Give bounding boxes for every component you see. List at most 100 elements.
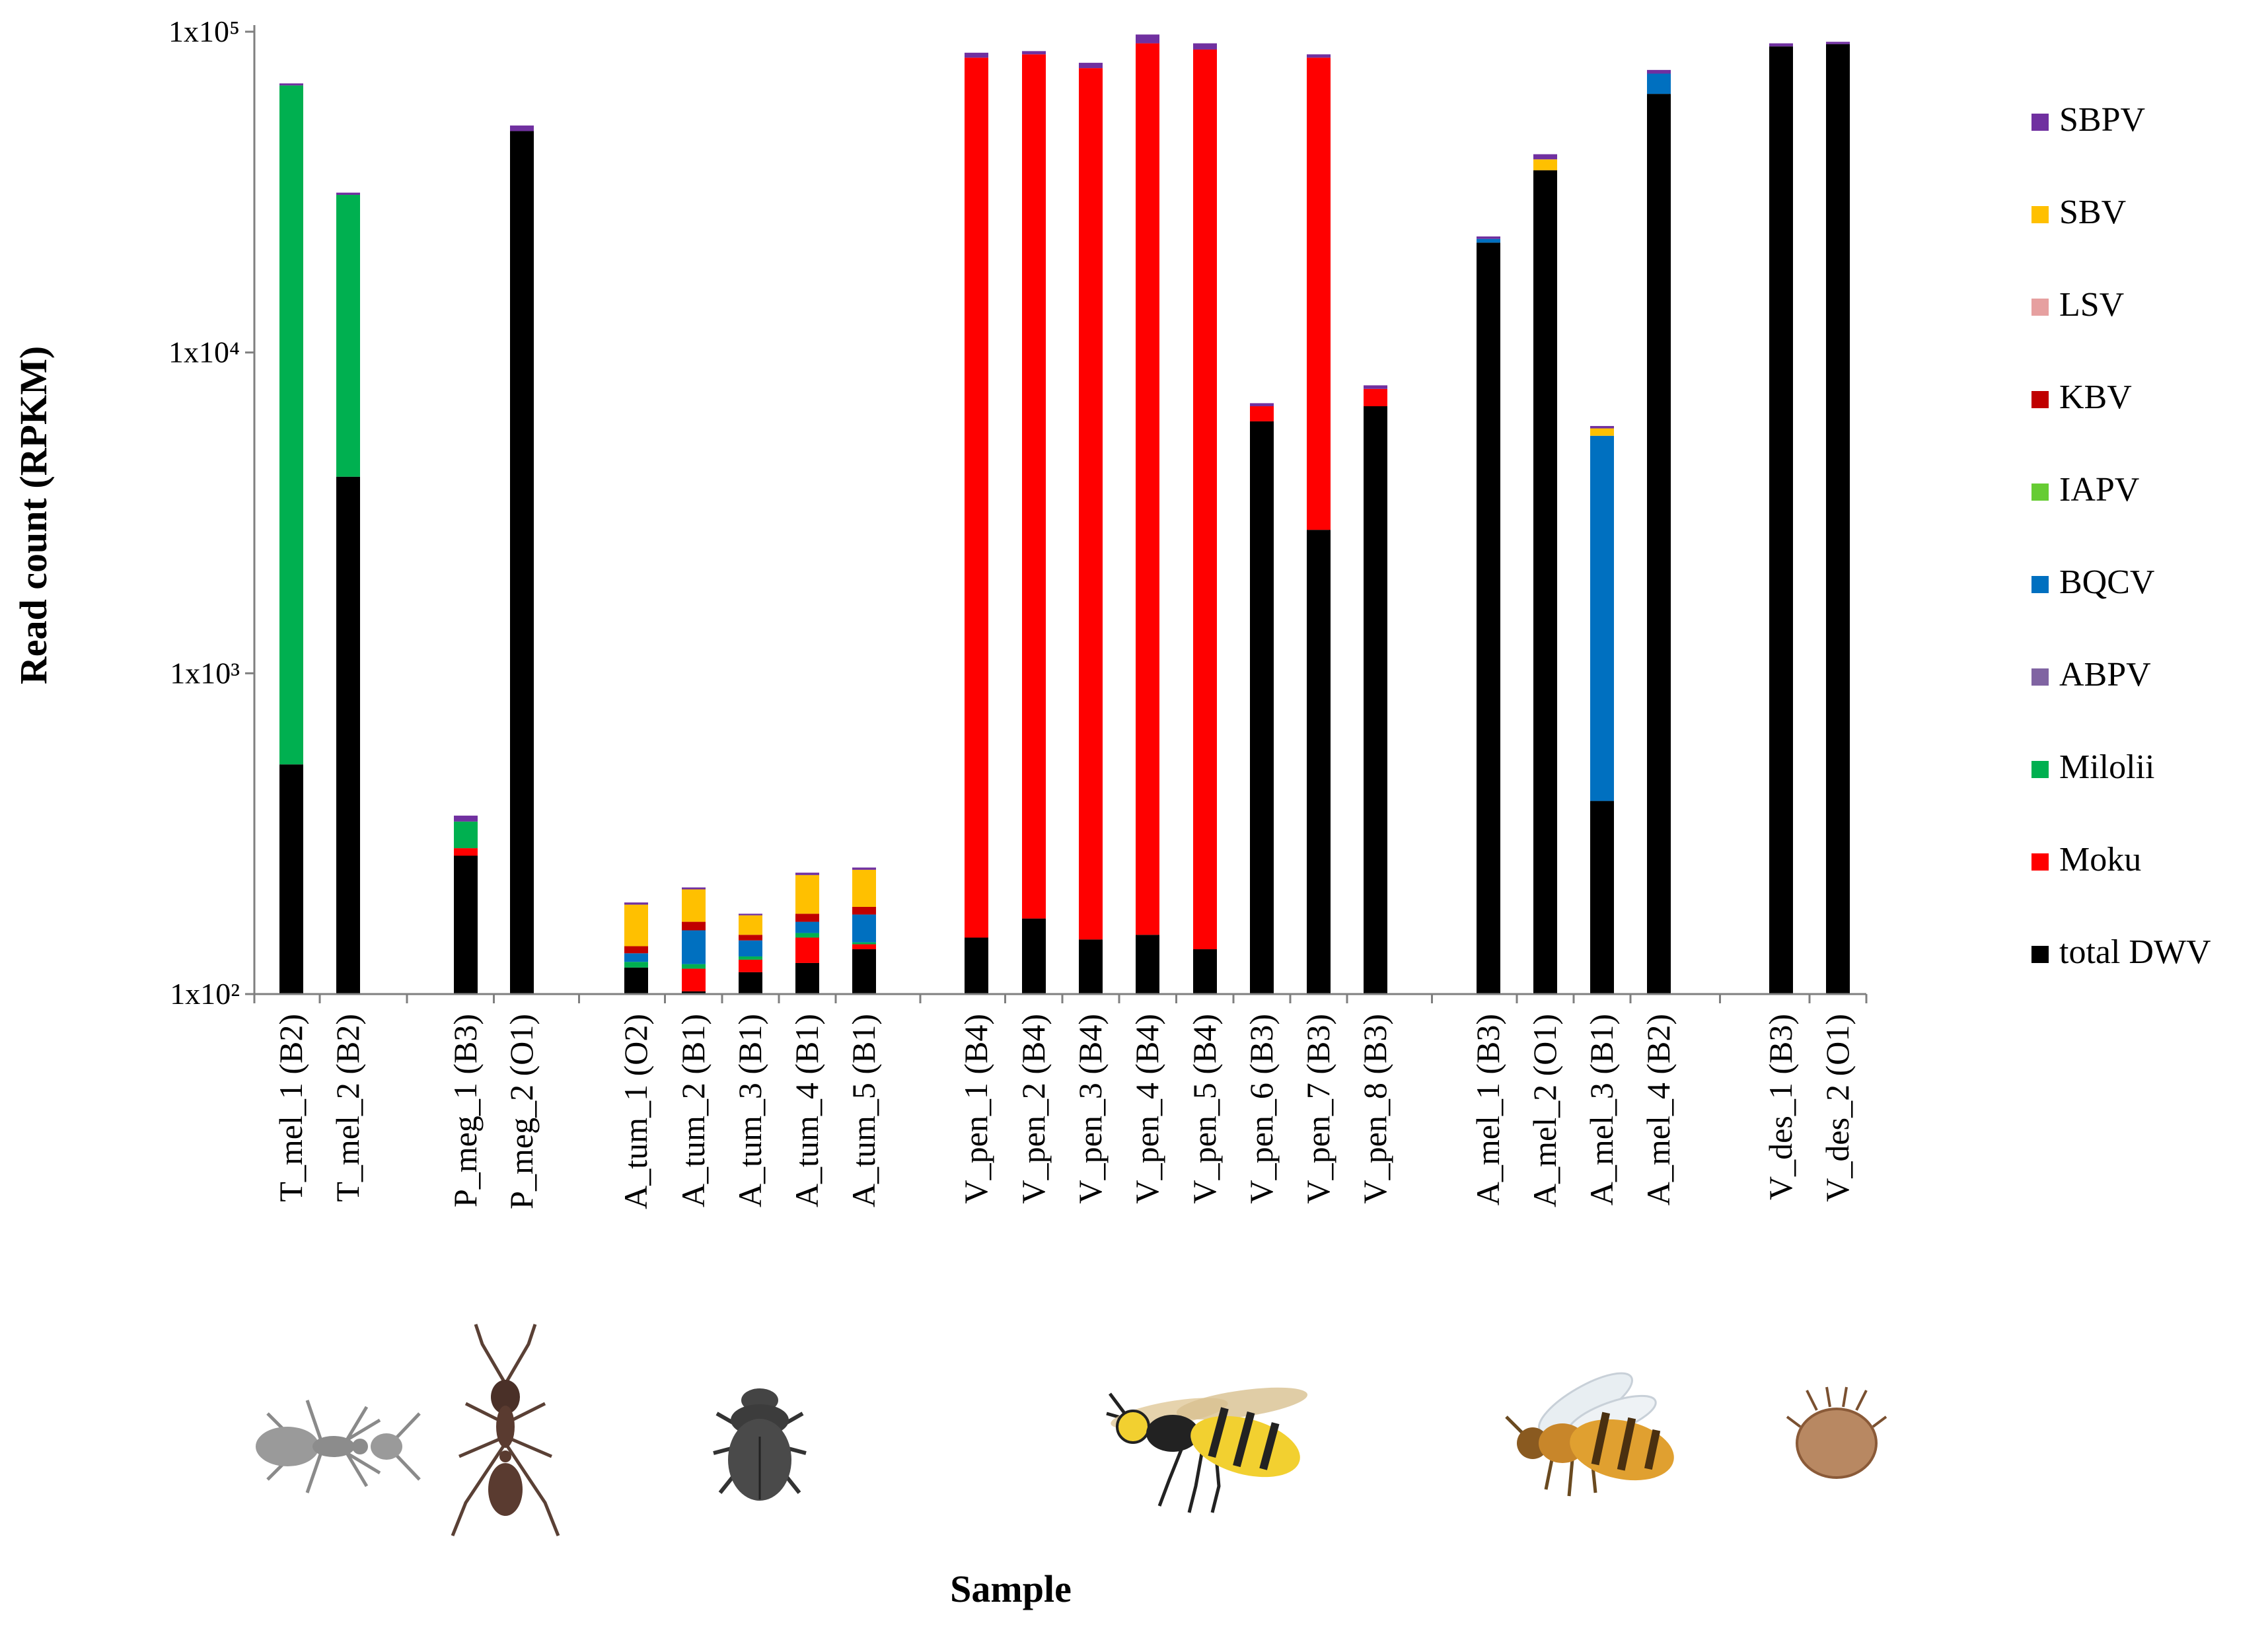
bar-v-pen-6-b3-sbpv xyxy=(1250,403,1274,407)
bar-v-pen-7-b3-total-dwv xyxy=(1307,530,1331,994)
bar-t-mel-1-b2-total-dwv xyxy=(279,764,303,994)
legend-swatch-iapv xyxy=(2031,483,2049,501)
x-tick-label: V_pen_8 (B3) xyxy=(1356,1014,1393,1203)
bar-a-mel-4-b2-bqcv xyxy=(1647,73,1671,94)
x-tick-label: V_pen_6 (B3) xyxy=(1243,1014,1280,1203)
bar-a-tum-3-b1-sbv xyxy=(739,915,762,935)
x-tick-label: V_pen_3 (B4) xyxy=(1072,1014,1109,1203)
bar-p-meg-1-b3-sbpv xyxy=(454,815,478,822)
bar-a-tum-1-o2-bqcv xyxy=(624,953,648,962)
bar-a-tum-4-b1-moku xyxy=(795,937,819,963)
mite-icon xyxy=(1786,1386,1887,1479)
x-tick-label: A_tum_3 (B1) xyxy=(731,1014,768,1207)
bar-a-tum-1-o2-milolii xyxy=(624,962,648,968)
legend-swatch-kbv xyxy=(2031,391,2049,408)
x-tick-label: A_tum_4 (B1) xyxy=(788,1014,825,1207)
bar-v-pen-4-b4-moku xyxy=(1136,43,1159,935)
bar-a-mel-1-b3-bqcv xyxy=(1477,238,1500,243)
bar-a-tum-3-b1-milolii xyxy=(739,956,762,960)
legend-label-abpv: ABPV xyxy=(2059,656,2151,694)
bar-a-mel-2-o1-sbv xyxy=(1533,159,1557,170)
bar-v-pen-1-b4-sbpv xyxy=(965,52,988,58)
bar-t-mel-2-b2-milolii xyxy=(336,195,360,477)
bar-t-mel-1-b2-sbpv xyxy=(279,83,303,86)
x-tick-label: P_meg_2 (O1) xyxy=(503,1014,540,1209)
legend-swatch-sbpv xyxy=(2031,114,2049,131)
bar-a-tum-3-b1-sbpv xyxy=(739,913,762,915)
bar-v-pen-4-b4-sbpv xyxy=(1136,34,1159,44)
bar-v-pen-3-b4-sbpv xyxy=(1079,63,1103,69)
legend-label-total-dwv: total DWV xyxy=(2059,933,2211,971)
bar-a-tum-3-b1-total-dwv xyxy=(739,972,762,994)
x-tick-labels: T_mel_1 (B2) T_mel_2 (B2) P_meg_1 (B3) P_me… xyxy=(253,994,1868,1209)
bar-v-pen-8-b3-moku xyxy=(1364,388,1387,407)
bar-v-pen-5-b4-moku xyxy=(1193,49,1217,950)
bar-v-pen-2-b4-moku xyxy=(1022,54,1046,919)
bar-v-pen-6-b3-moku xyxy=(1250,406,1274,421)
x-tick-label: A_tum_5 (B1) xyxy=(845,1014,882,1207)
bar-p-meg-1-b3-moku xyxy=(454,848,478,856)
legend-swatch-bqcv xyxy=(2031,576,2049,593)
bar-v-pen-8-b3-sbpv xyxy=(1364,385,1387,389)
bar-a-tum-2-b1-sbpv xyxy=(682,887,706,890)
bar-v-pen-4-b4-total-dwv xyxy=(1136,935,1159,994)
bar-a-tum-5-b1-moku xyxy=(852,944,876,950)
bar-a-mel-3-b1-total-dwv xyxy=(1590,801,1614,994)
bar-v-pen-6-b3-total-dwv xyxy=(1250,421,1274,994)
bar-v-pen-3-b4-total-dwv xyxy=(1079,939,1103,994)
legend-swatch-total-dwv xyxy=(2031,946,2049,963)
bar-a-mel-4-b2-total-dwv xyxy=(1647,94,1671,994)
bar-v-des-1-b3-sbpv xyxy=(1769,43,1793,47)
legend-label-lsv: LSV xyxy=(2059,286,2124,324)
bar-a-tum-1-o2-kbv xyxy=(624,946,648,954)
bar-a-mel-1-b3-sbpv xyxy=(1477,236,1500,239)
x-tick-label: A_mel_2 (O1) xyxy=(1526,1014,1563,1207)
bar-a-tum-3-b1-bqcv xyxy=(739,940,762,957)
x-tick-label: A_tum_2 (B1) xyxy=(675,1014,712,1207)
bar-a-mel-4-b2-sbpv xyxy=(1647,69,1671,74)
x-tick-label: V_des_2 (O1) xyxy=(1819,1014,1856,1202)
y-tick-label: 1x10³ xyxy=(170,656,240,690)
bar-a-tum-4-b1-sbpv xyxy=(795,873,819,875)
bar-v-des-2-o1-sbpv xyxy=(1826,42,1850,44)
y-tick-label: 1x10² xyxy=(170,977,240,1011)
legend-label-milolii: Milolii xyxy=(2059,748,2154,786)
legend-swatch-milolii xyxy=(2031,761,2049,778)
legend-swatch-lsv xyxy=(2031,299,2049,316)
bar-v-pen-8-b3-total-dwv xyxy=(1364,406,1387,994)
legend-swatch-moku xyxy=(2031,853,2049,871)
y-tick-label: 1x10⁵ xyxy=(168,15,240,48)
bar-v-des-1-b3-total-dwv xyxy=(1769,46,1793,994)
x-tick-label: A_mel_4 (B2) xyxy=(1640,1014,1677,1205)
bar-p-meg-2-o1-total-dwv xyxy=(510,131,534,995)
bar-a-mel-2-o1-sbpv xyxy=(1533,154,1557,160)
bar-a-tum-4-b1-milolii xyxy=(795,933,819,938)
legend-label-moku: Moku xyxy=(2059,841,2141,878)
bar-a-tum-4-b1-sbv xyxy=(795,875,819,914)
bar-a-tum-5-b1-sbv xyxy=(852,869,876,907)
bar-p-meg-1-b3-milolii xyxy=(454,821,478,849)
bar-a-tum-5-b1-sbpv xyxy=(852,867,876,870)
bar-v-pen-3-b4-moku xyxy=(1079,68,1103,940)
x-tick-label: P_meg_1 (B3) xyxy=(447,1014,484,1207)
x-tick-label: V_pen_2 (B4) xyxy=(1015,1014,1052,1203)
bar-v-pen-1-b4-moku xyxy=(965,57,988,938)
axes-layer xyxy=(253,25,1866,995)
bar-a-tum-2-b1-milolii xyxy=(682,964,706,969)
bar-v-pen-7-b3-moku xyxy=(1307,57,1331,530)
bar-a-tum-5-b1-milolii xyxy=(852,942,876,945)
bar-a-mel-2-o1-total-dwv xyxy=(1533,170,1557,995)
ant-brown-icon xyxy=(451,1324,560,1536)
bar-t-mel-1-b2-milolii xyxy=(279,85,303,765)
bar-t-mel-2-b2-sbpv xyxy=(336,192,360,196)
legend-swatch-abpv xyxy=(2031,668,2049,686)
x-axis-title: Sample xyxy=(950,1567,1072,1610)
bar-p-meg-1-b3-total-dwv xyxy=(454,855,478,994)
bar-a-tum-3-b1-kbv xyxy=(739,935,762,941)
bar-a-tum-5-b1-bqcv xyxy=(852,914,876,943)
bar-v-pen-1-b4-total-dwv xyxy=(965,937,988,994)
ant-grey-icon xyxy=(256,1400,421,1493)
bar-a-tum-5-b1-kbv xyxy=(852,906,876,915)
bar-a-tum-2-b1-moku xyxy=(682,968,706,991)
bar-v-pen-2-b4-total-dwv xyxy=(1022,918,1046,994)
